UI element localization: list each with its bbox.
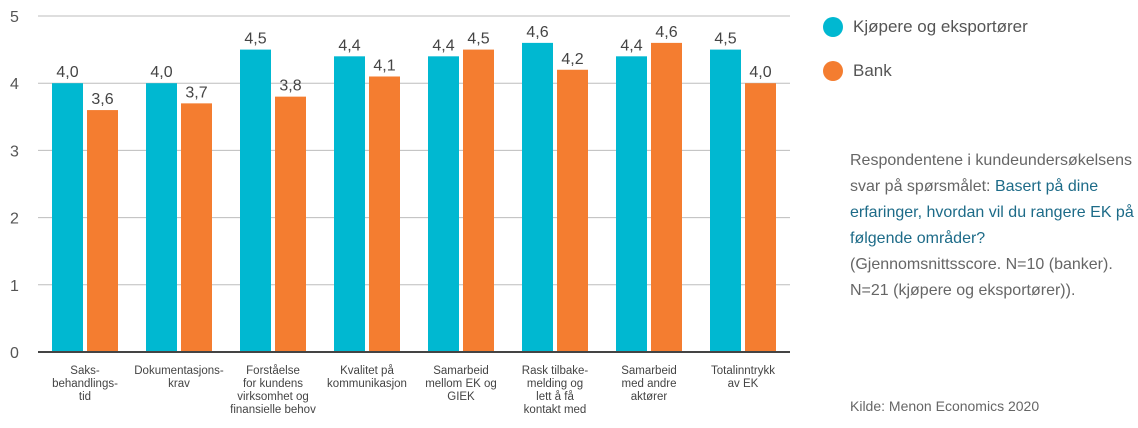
x-tick-label: Totalinntrykk (711, 365, 775, 377)
data-label: 3,7 (185, 84, 207, 101)
legend-label-buyers: Kjøpere og eksportører (853, 17, 1028, 36)
data-label: 4,5 (244, 31, 266, 48)
legend-swatch-buyers (823, 17, 843, 37)
x-tick-label: for kundens (243, 378, 303, 390)
bar-buyers (334, 56, 365, 352)
data-label: 3,8 (279, 78, 301, 95)
note-question: Basert på dine erfaringer, hvordan vil d… (850, 178, 1134, 247)
data-label: 4,6 (655, 24, 677, 41)
bar-buyers (710, 49, 741, 352)
x-tick-label: GIEK (447, 391, 475, 403)
bar-bank (181, 103, 212, 352)
x-tick-label: kommunikasjon (327, 378, 407, 390)
x-tick-label: Forståelse (246, 365, 300, 377)
x-tick-label: virksomhet og (237, 391, 309, 403)
note-intro: Respondentene i kundeundersøkelsens svar… (850, 152, 1132, 195)
bar-bank (745, 83, 776, 352)
x-tick-label: Rask tilbake- (522, 365, 589, 377)
y-tick-label: 3 (10, 143, 19, 160)
y-tick-label: 1 (10, 278, 19, 295)
bar-buyers (52, 83, 83, 352)
bar-bank (557, 69, 588, 352)
legend-item-bank: Bank (823, 58, 1028, 84)
data-label: 4,0 (150, 64, 172, 81)
legend-label-bank: Bank (853, 61, 892, 80)
bar-buyers (240, 49, 271, 352)
data-label: 4,0 (749, 64, 771, 81)
y-tick-label: 4 (10, 76, 19, 93)
data-label: 4,4 (338, 37, 360, 54)
bar-bank (463, 49, 494, 352)
x-tick-label: Dokumentasjons- (134, 365, 224, 377)
note-outro: (Gjennomsnittsscore. N=10 (banker). N=21… (850, 256, 1113, 299)
x-tick-label: behandlings- (52, 378, 118, 390)
x-tick-label: Saks- (70, 365, 100, 377)
data-label: 4,5 (714, 31, 736, 48)
bar-bank (87, 110, 118, 352)
x-tick-label: melding og (527, 378, 583, 390)
legend: Kjøpere og eksportører Bank (823, 14, 1028, 102)
data-label: 4,4 (432, 37, 454, 54)
bar-buyers (522, 42, 553, 352)
x-tick-label: aktører (631, 391, 668, 403)
x-tick-label: med andre (622, 378, 677, 390)
bar-buyers (146, 83, 177, 352)
y-tick-label: 2 (10, 211, 19, 228)
source-note: Kilde: Menon Economics 2020 (850, 398, 1040, 414)
x-tick-label: Samarbeid (433, 365, 489, 377)
bar-bank (275, 96, 306, 352)
bar-buyers (616, 56, 647, 352)
survey-note: Respondentene i kundeundersøkelsens svar… (850, 148, 1135, 304)
data-label: 3,6 (91, 91, 113, 108)
bar-bank (651, 42, 682, 352)
data-label: 4,0 (56, 64, 78, 81)
x-tick-label: mellom EK og (425, 378, 497, 390)
data-label: 4,5 (467, 31, 489, 48)
x-tick-label: av EK (728, 378, 759, 390)
bar-buyers (428, 56, 459, 352)
data-label: 4,2 (561, 51, 583, 68)
legend-item-buyers: Kjøpere og eksportører (823, 14, 1028, 40)
legend-swatch-bank (823, 61, 843, 81)
y-tick-label: 0 (10, 345, 19, 362)
data-label: 4,1 (373, 57, 395, 74)
x-tick-label: finansielle behov (230, 404, 316, 416)
x-tick-label: Samarbeid (621, 365, 677, 377)
data-label: 4,4 (620, 37, 642, 54)
data-label: 4,6 (526, 24, 548, 41)
x-tick-label: lett å få (536, 391, 574, 403)
x-tick-label: kontakt med (524, 404, 587, 416)
bar-chart: 0 1 2 3 4 5 4,0 3,6 Saks-behandlings-tid 4,0 3,7 Do… (10, 9, 790, 416)
x-tick-label: tid (79, 391, 91, 403)
y-tick-label: 5 (10, 9, 19, 26)
bar-bank (369, 76, 400, 352)
x-tick-label: Kvalitet på (340, 365, 394, 377)
x-tick-label: krav (168, 378, 190, 390)
